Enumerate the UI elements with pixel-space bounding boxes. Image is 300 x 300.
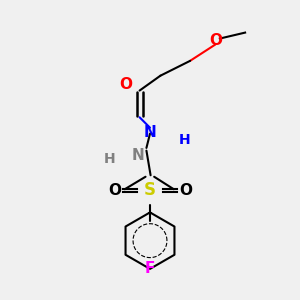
Text: O: O bbox=[120, 77, 133, 92]
Text: S: S bbox=[144, 181, 156, 199]
Text: N: N bbox=[144, 125, 156, 140]
Text: N: N bbox=[132, 148, 145, 164]
Text: H: H bbox=[104, 152, 116, 166]
Text: O: O bbox=[179, 183, 192, 198]
Text: F: F bbox=[145, 261, 155, 276]
Text: H: H bbox=[178, 133, 190, 147]
Text: O: O bbox=[108, 183, 121, 198]
Text: O: O bbox=[209, 32, 222, 47]
